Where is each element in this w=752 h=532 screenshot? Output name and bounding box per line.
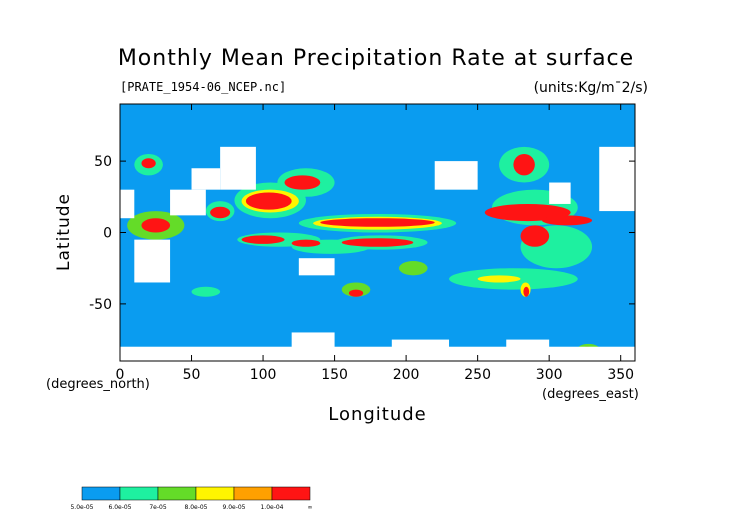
colorbar-label: ∞: [308, 504, 313, 511]
y-axis-unit: (degrees_north): [46, 377, 150, 392]
x-tick-label: 150: [321, 367, 348, 383]
precip-region: [477, 275, 521, 283]
y-tick-label: 0: [103, 226, 112, 242]
precip-region: [398, 261, 428, 276]
missing-data-region: [599, 146, 635, 212]
precip-region: [484, 203, 571, 222]
colorbar-swatch: [81, 486, 121, 501]
x-axis-label: Longitude: [328, 404, 427, 425]
colorbar-swatch: [119, 486, 159, 501]
missing-data-region: [220, 146, 256, 190]
missing-data-region: [134, 239, 171, 283]
y-axis-label: Latitude: [54, 193, 74, 271]
precip-region: [513, 153, 535, 176]
precip-region: [141, 158, 156, 169]
missing-data-region: [291, 332, 335, 354]
colorbar: 5.0e-05 6.0e-05 7e-05 8.0e-05 9.0e-05 1.0e-04…: [70, 486, 313, 511]
missing-data-region: [120, 346, 635, 361]
x-tick-label: 200: [393, 367, 420, 383]
x-tick-label: 300: [536, 367, 563, 383]
axes: 0 50 100 150 200 250 300 350 -50 0 50: [89, 103, 636, 383]
colorbar-label: 9.0e-05: [222, 504, 245, 511]
colorbar-swatch: [157, 486, 197, 501]
precip-region: [520, 225, 550, 247]
precip-region: [542, 215, 593, 226]
missing-data-region: [506, 339, 550, 359]
precip-region: [320, 218, 435, 227]
colorbar-label: 8.0e-05: [184, 504, 207, 511]
colorbar-label: 1.0e-04: [260, 504, 283, 511]
y-tick-label: -50: [89, 297, 112, 313]
x-axis-unit: (degrees_east): [542, 387, 639, 402]
missing-data-region: [191, 168, 221, 190]
missing-data-region: [434, 161, 478, 190]
missing-data-region: [298, 258, 335, 276]
x-tick-label: 50: [183, 367, 201, 383]
missing-data-region: [170, 189, 206, 216]
y-tick-label: 50: [94, 154, 112, 170]
missing-data-region: [120, 189, 135, 219]
colorbar-label: 6.0e-05: [108, 504, 131, 511]
colorbar-swatch: [233, 486, 273, 501]
precip-region: [210, 206, 231, 219]
colorbar-swatch: [195, 486, 235, 501]
colorbar-label: 5.0e-05: [70, 504, 93, 511]
x-tick-label: 0: [116, 367, 125, 383]
colorbar-label: 7e-05: [149, 504, 166, 511]
precip-region: [341, 238, 414, 247]
precip-region: [141, 218, 171, 233]
chart-title: Monthly Mean Precipitation Rate at surfa…: [117, 46, 635, 71]
precip-region: [245, 192, 292, 210]
file-name-label: [PRATE_1954-06_NCEP.nc]: [120, 80, 287, 94]
plot-area: [120, 104, 635, 361]
precip-region: [348, 289, 364, 297]
missing-data-region: [549, 182, 571, 204]
precip-region: [284, 175, 321, 190]
precip-region: [191, 286, 221, 297]
colorbar-swatch: [271, 486, 311, 501]
x-tick-label: 100: [250, 367, 277, 383]
precip-region: [291, 239, 321, 247]
units-label: (units:Kg/m¯2/s): [533, 80, 648, 96]
x-tick-label: 350: [607, 367, 634, 383]
precip-region: [241, 235, 285, 244]
x-tick-label: 250: [464, 367, 491, 383]
precip-region: [523, 286, 530, 297]
missing-data-region: [391, 339, 450, 359]
